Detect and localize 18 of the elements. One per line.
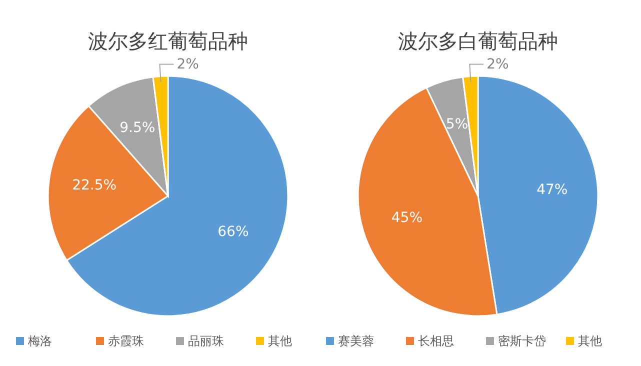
chart-title: 波尔多红葡萄品种 — [88, 29, 248, 53]
data-label: 5% — [446, 116, 468, 133]
chart-title: 波尔多白葡萄品种 — [398, 29, 558, 53]
legend-label: 密斯卡岱 — [498, 334, 546, 348]
legend-label: 梅洛 — [27, 334, 52, 348]
data-label: 66% — [218, 224, 249, 240]
legend-label: 长相思 — [418, 334, 454, 348]
legend-label: 赛美蓉 — [338, 334, 374, 348]
data-label: 47% — [536, 182, 568, 198]
legend-label: 其他 — [578, 334, 602, 348]
data-label: 9.5% — [120, 120, 156, 136]
data-label: 22.5% — [72, 178, 117, 194]
legend-label: 赤霞珠 — [108, 334, 144, 348]
legend-label: 品丽珠 — [188, 334, 224, 348]
data-label: 2% — [486, 56, 509, 72]
legend-label: 其他 — [268, 334, 292, 348]
data-label: 2% — [176, 56, 199, 72]
data-label: 45% — [391, 210, 423, 226]
